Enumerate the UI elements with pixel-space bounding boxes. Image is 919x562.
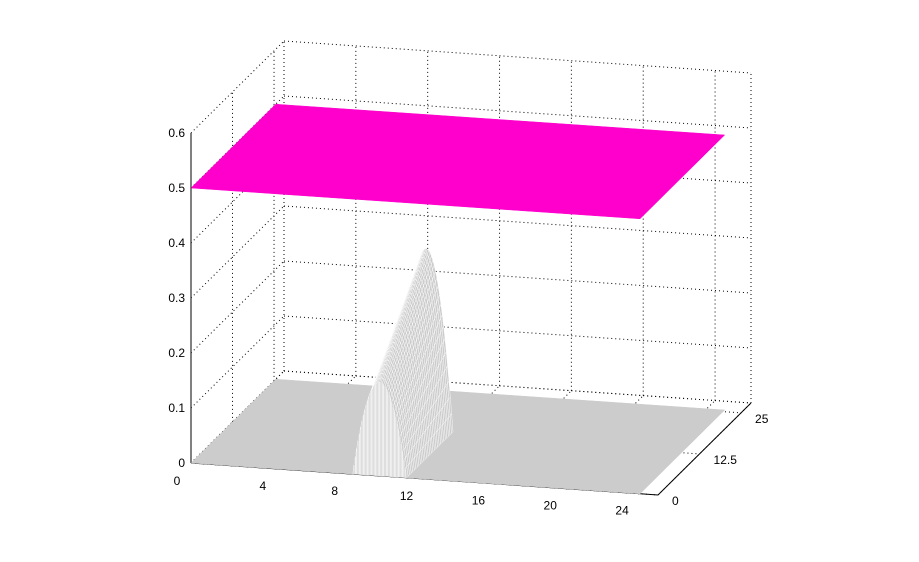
z-tick-label: 0 xyxy=(178,456,185,470)
z-tick-label: 0.4 xyxy=(168,236,185,250)
y-axis-line xyxy=(657,402,752,496)
x-tick-label: 20 xyxy=(544,499,558,513)
x-tick-label: 16 xyxy=(472,494,486,508)
pink-plane-surface xyxy=(190,103,726,220)
grid-line-left-horizontal xyxy=(190,205,285,299)
x-tick-label: 24 xyxy=(615,504,629,518)
z-tick-label: 0.2 xyxy=(168,346,185,360)
y-tick-label: 12.5 xyxy=(714,453,738,467)
ridge-surface-patch xyxy=(404,466,409,479)
x-tick-label: 12 xyxy=(400,489,414,503)
tick-labels: 0 0.1 0.2 0.3 0.4 0.5 0.6 0 4 8 12 16 20 24 0 12.5 25 xyxy=(168,126,768,518)
grid-line-left-horizontal xyxy=(190,260,285,354)
x-tick-label: 4 xyxy=(260,479,267,493)
pink-plane-layer xyxy=(190,103,726,220)
x-tick-label: 0 xyxy=(174,474,181,488)
z-tick-label: 0.1 xyxy=(168,401,185,415)
grid-line-back-horizontal xyxy=(283,260,752,294)
y-tick-label: 0 xyxy=(672,494,679,508)
gray-surface-layer xyxy=(190,248,726,495)
gray-base-surface xyxy=(190,378,726,495)
y-tick-label: 25 xyxy=(755,412,769,426)
z-tick-label: 0.6 xyxy=(168,126,185,140)
grid-line-back-horizontal xyxy=(283,40,752,74)
z-tick-label: 0.3 xyxy=(168,291,185,305)
x-tick-label: 8 xyxy=(331,484,338,498)
z-tick-label: 0.5 xyxy=(168,181,185,195)
grid-line-back-horizontal xyxy=(283,205,752,239)
grid-line-back-horizontal xyxy=(283,315,752,349)
